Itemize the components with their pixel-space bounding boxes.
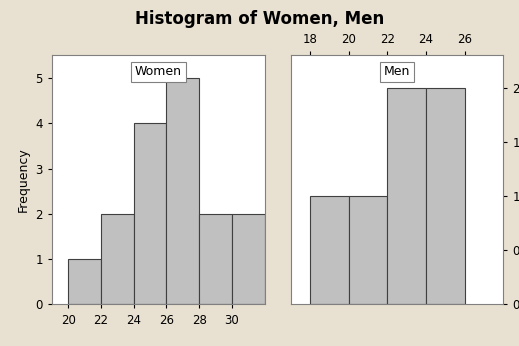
Bar	[349, 196, 387, 304]
Text: Histogram of Women, Men: Histogram of Women, Men	[135, 10, 384, 28]
Text: Women: Women	[135, 65, 182, 78]
Bar	[69, 259, 101, 304]
Bar	[167, 78, 199, 304]
Bar	[387, 88, 426, 304]
Bar	[232, 214, 265, 304]
Bar	[101, 214, 134, 304]
Y-axis label: Frequency: Frequency	[17, 147, 30, 212]
Text: Men: Men	[384, 65, 410, 78]
Bar	[199, 214, 232, 304]
Bar	[426, 88, 465, 304]
Bar	[310, 196, 349, 304]
Bar	[134, 123, 167, 304]
